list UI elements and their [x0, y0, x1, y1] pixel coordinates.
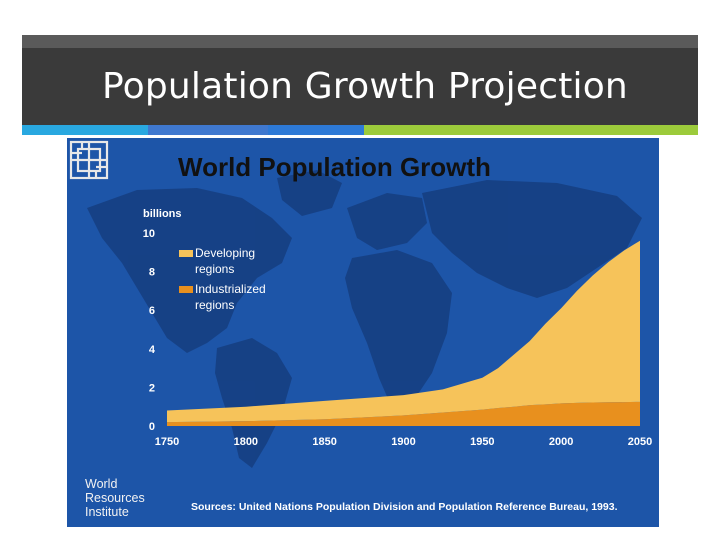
- wri-logo-icon: [69, 140, 109, 180]
- y-tick-label: 4: [149, 344, 156, 356]
- y-tick-label: 8: [149, 267, 155, 279]
- y-tick-label: 10: [143, 228, 155, 240]
- accent-bar-2: [148, 125, 268, 135]
- europe-landmass: [347, 193, 427, 250]
- chart-title: World Population Growth: [178, 152, 491, 182]
- legend-label: Industrialized regions: [195, 282, 266, 312]
- x-tick-label: 1950: [470, 436, 494, 448]
- greenland-landmass: [277, 170, 342, 216]
- slide-title: Population Growth Projection: [102, 66, 628, 107]
- x-tick-label: 1850: [312, 436, 336, 448]
- accent-bar-1: [22, 125, 148, 135]
- x-tick-label: 2050: [628, 436, 652, 448]
- accent-bar-4: [364, 125, 698, 135]
- legend-swatch: [179, 250, 193, 257]
- y-tick-label: 6: [149, 305, 155, 317]
- legend-label: Developing regions: [195, 246, 255, 276]
- africa-landmass: [345, 250, 452, 408]
- population-chart-figure: 0 2 4 6 8 10 1750 1800 1850 1900 1950 2000 2050 Dev…: [67, 138, 659, 527]
- y-tick-label: 0: [149, 421, 155, 433]
- y-tick-label: 2: [149, 382, 155, 394]
- series-area-industrialized-regions: [167, 401, 640, 426]
- slide-header: Population Growth Projection: [22, 35, 698, 125]
- organization-name: World Resources Institute: [85, 477, 195, 519]
- organization-name-line: Resources: [85, 491, 145, 505]
- y-axis-label: billions: [143, 208, 182, 220]
- x-tick-label: 1900: [391, 436, 415, 448]
- accent-bar-3: [268, 125, 364, 135]
- x-tick-label: 1800: [234, 436, 258, 448]
- legend-swatch: [179, 286, 193, 293]
- x-tick-label: 2000: [549, 436, 573, 448]
- organization-name-line: Institute: [85, 505, 129, 519]
- population-chart: 0 2 4 6 8 10 1750 1800 1850 1900 1950 2000 2050 Dev…: [87, 152, 652, 513]
- series-area-developing-regions: [167, 240, 640, 423]
- asia-landmass: [422, 180, 642, 298]
- chart-source-note: Sources: United Nations Population Divis…: [191, 501, 618, 513]
- north-america-landmass: [87, 188, 292, 353]
- x-tick-label: 1750: [155, 436, 179, 448]
- south-america-landmass: [215, 338, 292, 468]
- organization-name-line: World: [85, 477, 118, 491]
